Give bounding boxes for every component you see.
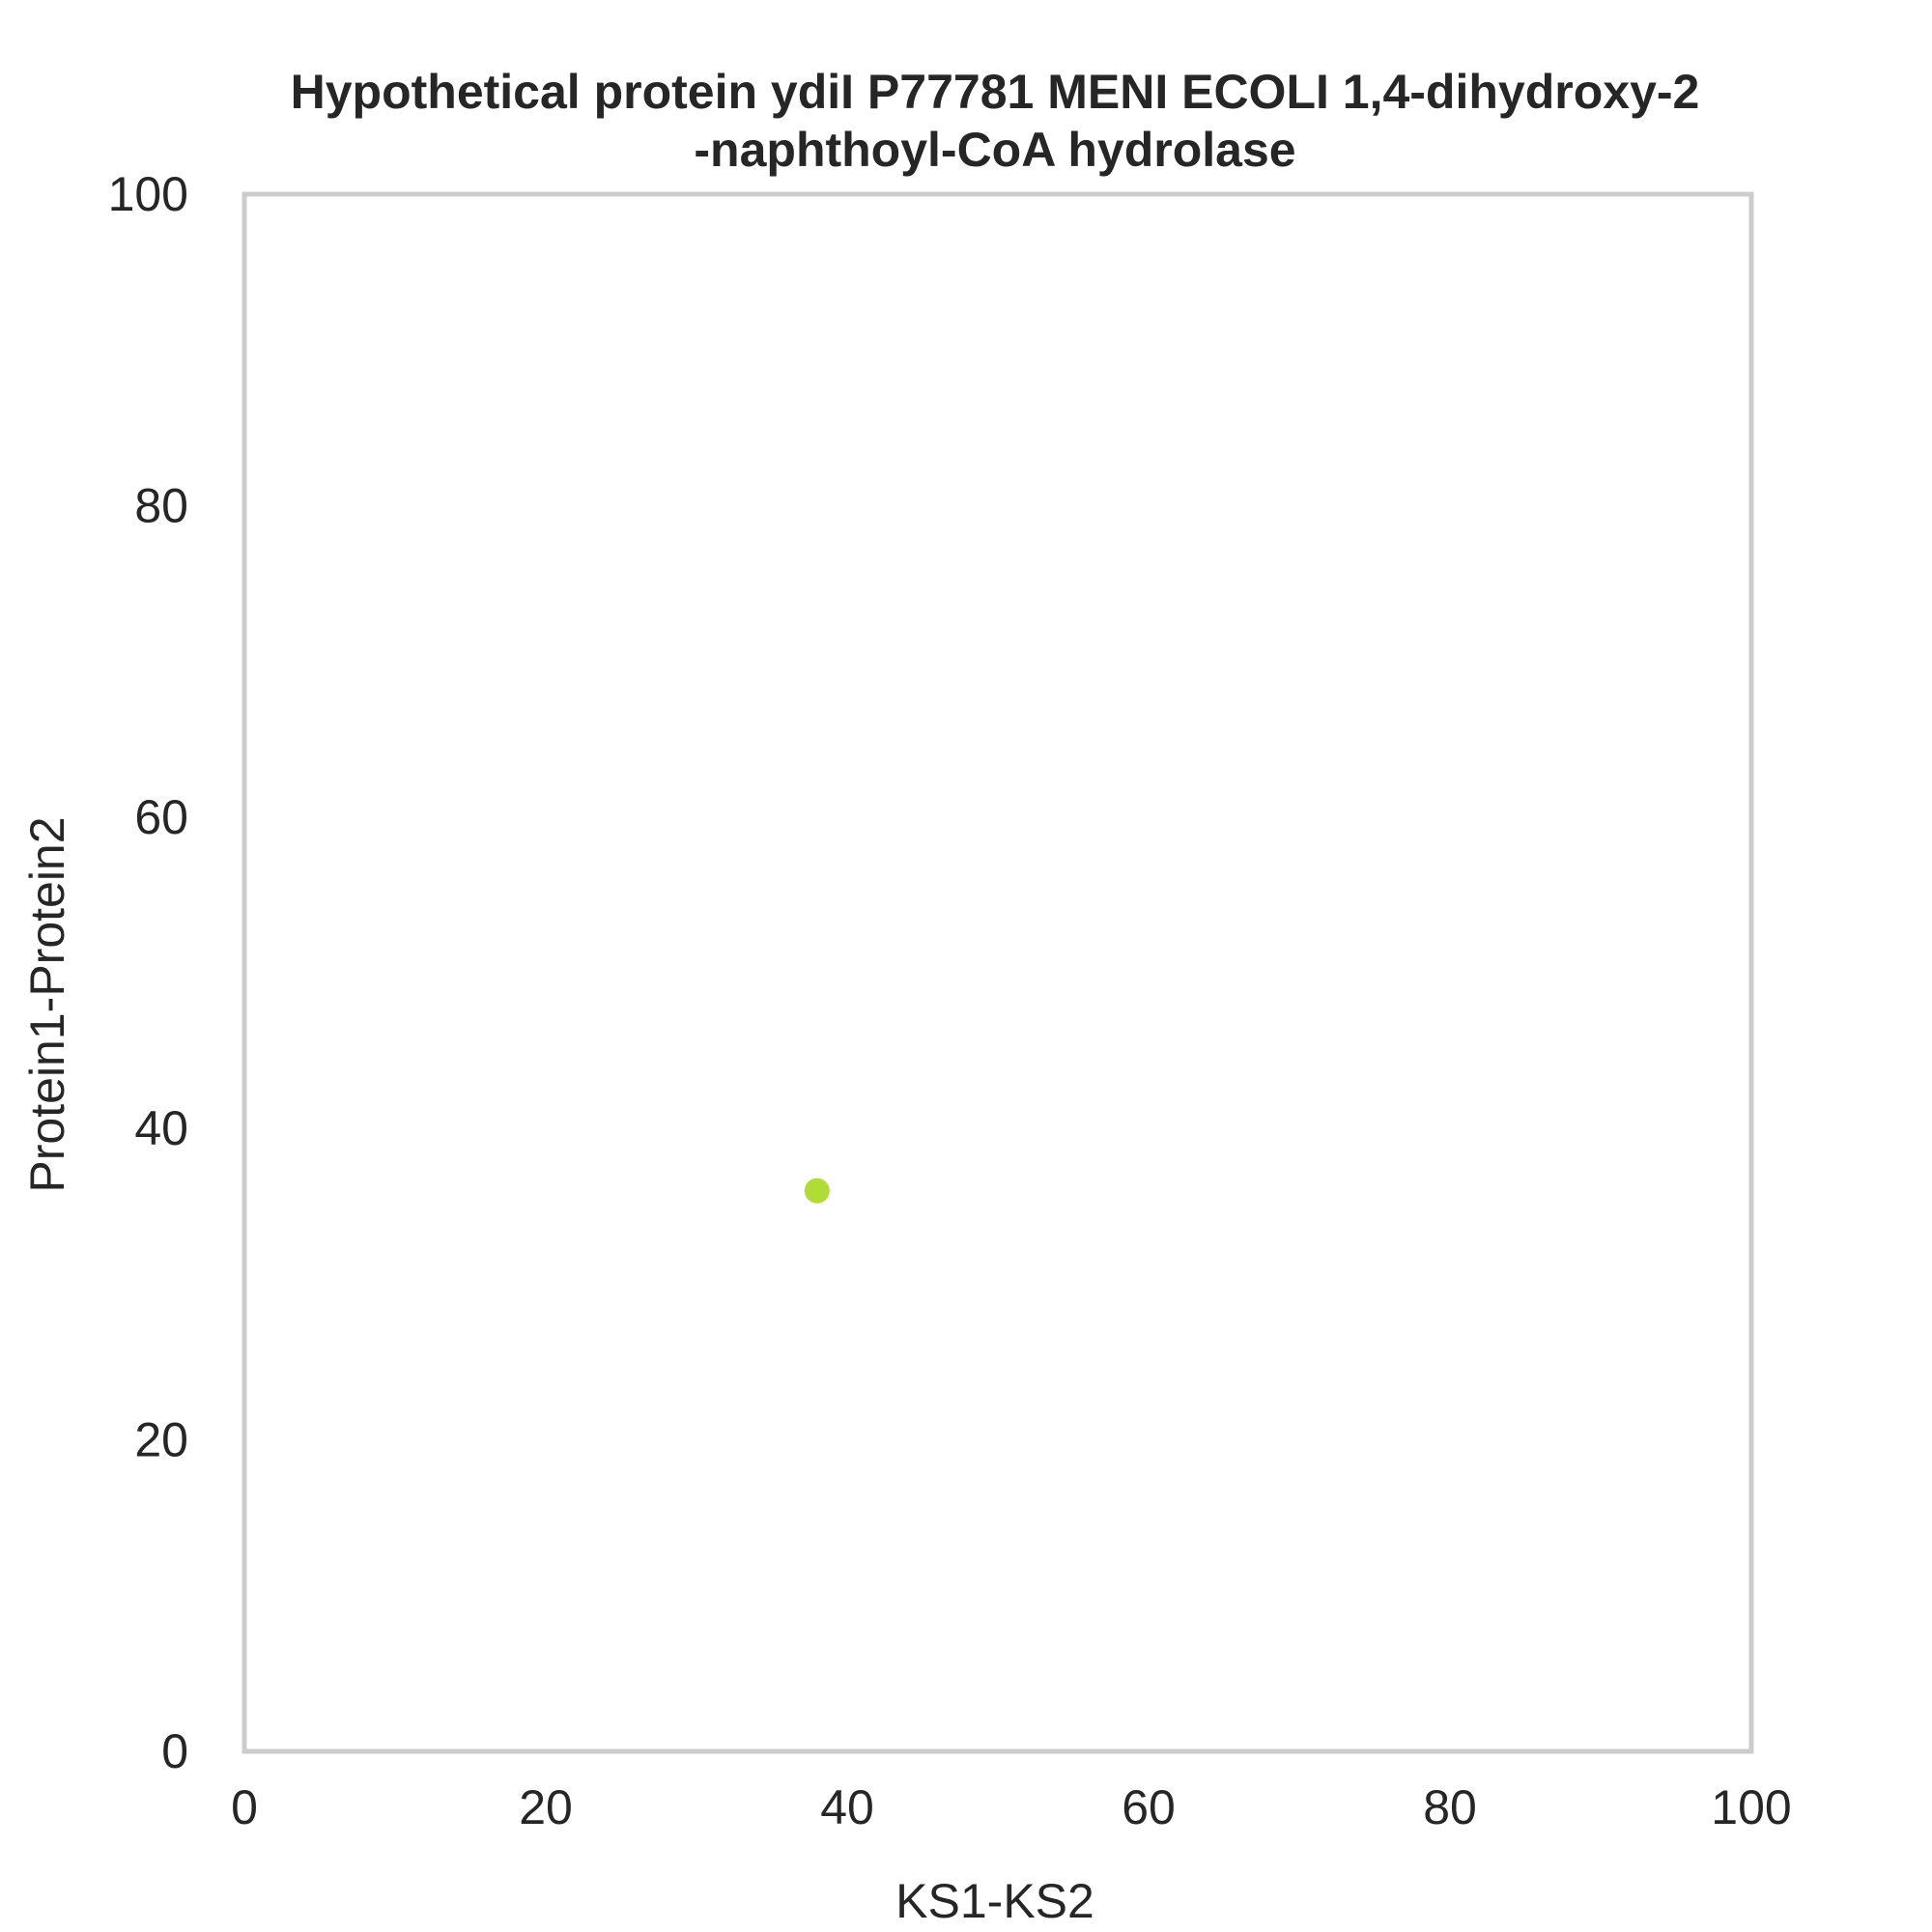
y-tick-label: 20	[134, 1413, 188, 1467]
data-point	[804, 1178, 830, 1204]
x-tick-label: 60	[1122, 1780, 1176, 1834]
y-tick-label: 60	[134, 790, 188, 844]
x-tick-label: 0	[231, 1780, 258, 1834]
x-tick-labels: 0 20 40 60 80 100	[231, 1780, 1792, 1834]
x-tick-label: 100	[1711, 1780, 1791, 1834]
x-axis-label: KS1-KS2	[895, 1874, 1094, 1928]
chart-title-line-1: Hypothetical protein ydiI P77781 MENI EC…	[291, 65, 1700, 119]
y-tick-label: 0	[161, 1724, 188, 1778]
chart-title-line-2: -naphthoyl-CoA hydrolase	[694, 123, 1295, 177]
data-points	[804, 1178, 830, 1204]
x-tick-label: 40	[820, 1780, 874, 1834]
y-axis-label: Protein1-Protein2	[20, 816, 74, 1192]
plot-area	[242, 191, 1754, 1754]
plot-frame	[242, 191, 1754, 1754]
y-tick-label: 80	[134, 478, 188, 532]
x-tick-label: 80	[1423, 1780, 1477, 1834]
y-tick-label: 40	[134, 1101, 188, 1155]
x-tick-label: 20	[519, 1780, 573, 1834]
y-tick-label: 100	[108, 167, 188, 221]
y-tick-labels: 0 20 40 60 80 100	[108, 167, 188, 1778]
